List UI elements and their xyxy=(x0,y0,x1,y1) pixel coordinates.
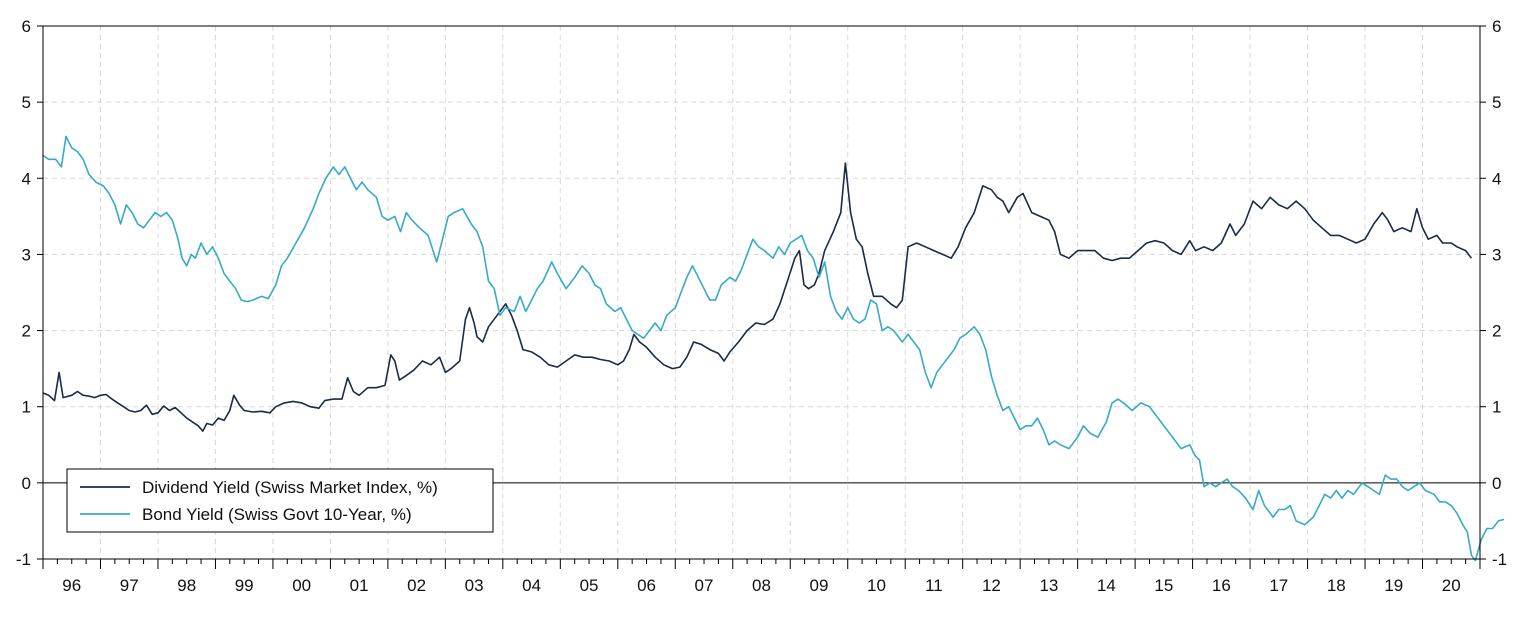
x-tick-label: 01 xyxy=(350,576,369,595)
x-tick-label: 07 xyxy=(695,576,714,595)
x-tick-label: 99 xyxy=(235,576,254,595)
x-tick-label: 13 xyxy=(1039,576,1058,595)
x-tick-label: 16 xyxy=(1212,576,1231,595)
x-tick-label: 97 xyxy=(120,576,139,595)
y-tick-label-left: 5 xyxy=(22,93,31,112)
x-tick-label: 17 xyxy=(1269,576,1288,595)
series-line-dividend-yield xyxy=(42,162,1473,432)
y-tick-label-right: 4 xyxy=(1492,169,1501,188)
y-tick-label-left: 6 xyxy=(22,17,31,36)
x-tick-label: 19 xyxy=(1384,576,1403,595)
x-tick-label: 96 xyxy=(62,576,81,595)
y-tick-label-right: 5 xyxy=(1492,93,1501,112)
y-tick-label-left: 3 xyxy=(22,245,31,264)
x-tick-label: 03 xyxy=(465,576,484,595)
legend-box xyxy=(66,468,494,533)
legend: Dividend Yield (Swiss Market Index, %) Bo… xyxy=(66,468,494,533)
y-tick-label-left: 0 xyxy=(22,474,31,493)
legend-items: Dividend Yield (Swiss Market Index, %) Bo… xyxy=(80,478,438,524)
x-tick-label: 04 xyxy=(522,576,541,595)
x-tick-label: 11 xyxy=(925,576,943,595)
x-tick-label: 09 xyxy=(810,576,829,595)
y-tick-label-left: 1 xyxy=(22,398,31,417)
y-tick-label-left: 4 xyxy=(22,169,31,188)
y-tick-label-right: 6 xyxy=(1492,17,1501,36)
x-tick-label: 20 xyxy=(1442,576,1461,595)
x-tick-label: 14 xyxy=(1097,576,1116,595)
x-tick-label: 10 xyxy=(867,576,886,595)
y-tick-label-right: 3 xyxy=(1492,245,1501,264)
x-tick-label: 18 xyxy=(1327,576,1346,595)
y-tick-label-right: -1 xyxy=(1492,550,1507,569)
y-tick-label-right: 0 xyxy=(1492,474,1501,493)
series-line-bond-yield xyxy=(42,135,1505,562)
x-tick-label: 02 xyxy=(407,576,426,595)
x-tick-label: 00 xyxy=(292,576,311,595)
y-tick-label-right: 1 xyxy=(1492,398,1501,417)
legend-label: Dividend Yield (Swiss Market Index, %) xyxy=(142,478,438,497)
axes: 6 65 54 43 32 21 10 0-1 -196 97 98 99 00 01 02 03 04 05 06… xyxy=(16,17,1507,595)
y-tick-label-left: -1 xyxy=(16,550,31,569)
series-layer xyxy=(42,135,1505,562)
x-tick-label: 08 xyxy=(752,576,771,595)
x-tick-label: 06 xyxy=(637,576,656,595)
x-tick-label: 98 xyxy=(177,576,196,595)
x-tick-label: 15 xyxy=(1154,576,1173,595)
x-tick-label: 12 xyxy=(982,576,1001,595)
x-tick-label: 05 xyxy=(580,576,599,595)
y-tick-label-left: 2 xyxy=(22,322,31,341)
legend-label: Bond Yield (Swiss Govt 10-Year, %) xyxy=(142,505,412,524)
y-tick-label-right: 2 xyxy=(1492,322,1501,341)
